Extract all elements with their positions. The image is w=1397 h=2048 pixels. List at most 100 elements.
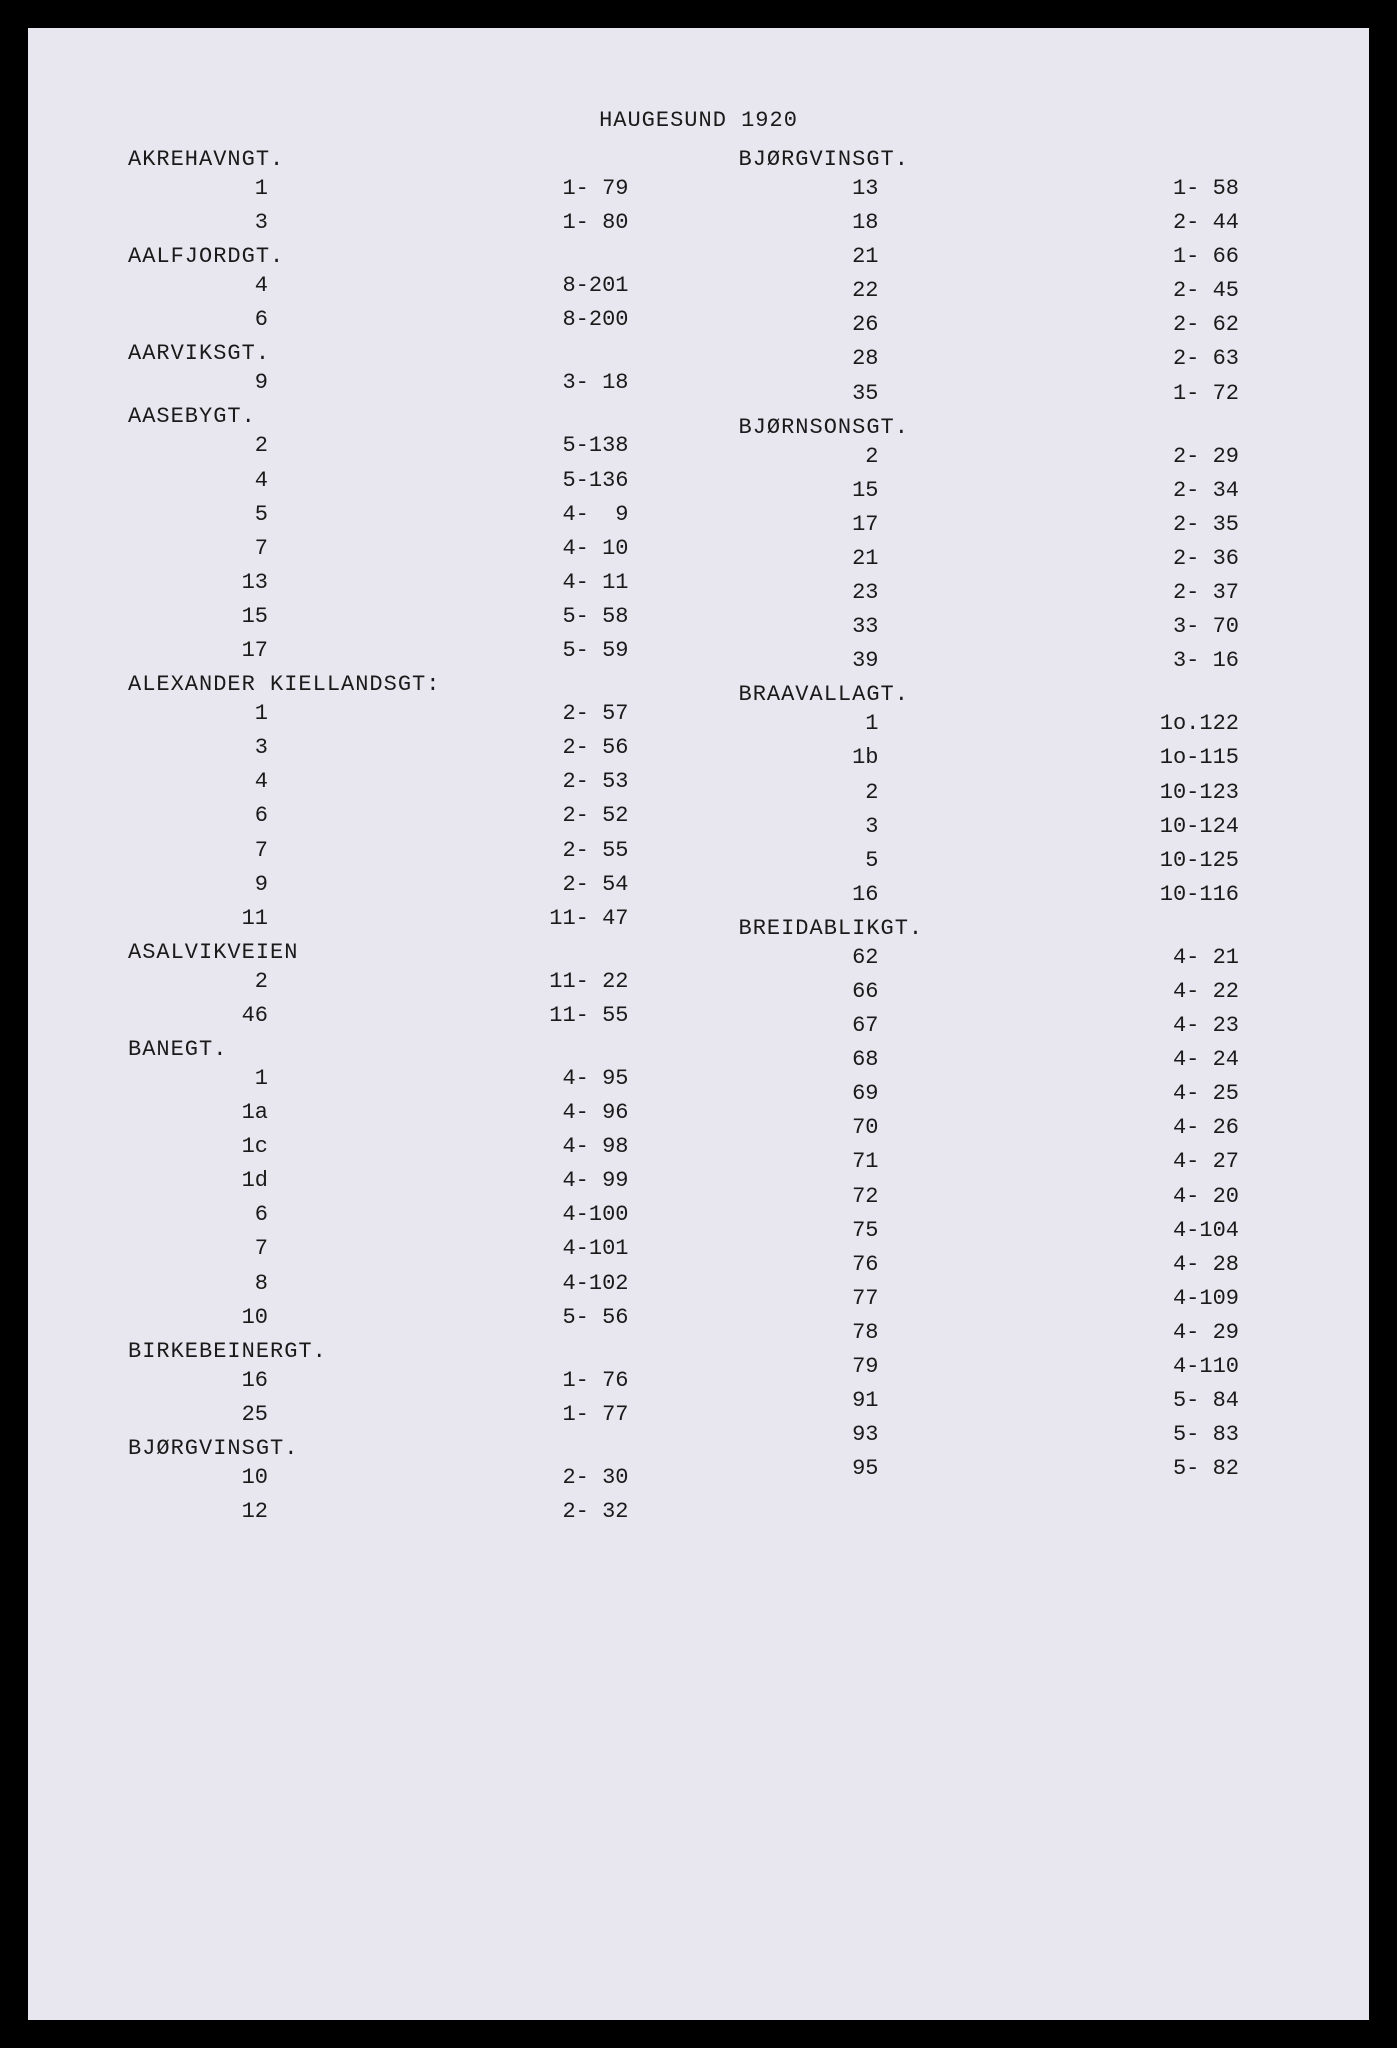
index-row: 155- 58 [128,600,659,634]
reference-code: 5- 58 [268,600,659,634]
reference-code: 11- 55 [268,999,659,1033]
index-row: 333- 70 [739,610,1270,644]
house-number: 1a [128,1096,268,1130]
house-number: 2 [128,965,268,999]
reference-code: 2- 63 [879,342,1270,376]
index-row: 22- 29 [739,440,1270,474]
page-title: HAUGESUND 1920 [128,108,1269,133]
reference-code: 2- 57 [268,697,659,731]
index-row: 935- 83 [739,1418,1270,1452]
reference-code: 2- 44 [879,206,1270,240]
index-row: 48-201 [128,269,659,303]
index-row: 222- 45 [739,274,1270,308]
street-name: AASEBYGT. [128,404,659,429]
index-row: 92- 54 [128,868,659,902]
house-number: 72 [739,1180,879,1214]
house-number: 7 [128,1232,268,1266]
street-section: ALEXANDER KIELLANDSGT:12- 5732- 5642- 53… [128,672,659,936]
house-number: 15 [128,600,268,634]
house-number: 21 [739,542,879,576]
columns-container: AKREHAVNGT.11- 7931- 80AALFJORDGT.48-201… [128,143,1269,1529]
index-row: 1a4- 96 [128,1096,659,1130]
street-section: BJØRGVINSGT.131- 58182- 44211- 66222- 45… [739,147,1270,411]
index-row: 74- 10 [128,532,659,566]
index-row: 161- 76 [128,1364,659,1398]
reference-code: 4- 29 [879,1316,1270,1350]
reference-code: 1- 77 [268,1398,659,1432]
reference-code: 4- 11 [268,566,659,600]
index-row: 72- 55 [128,834,659,868]
street-name: BJØRNSONSGT. [739,415,1270,440]
reference-code: 1o-115 [879,741,1270,775]
reference-code: 4- 96 [268,1096,659,1130]
house-number: 2 [739,776,879,810]
street-name: BJØRGVINSGT. [128,1436,659,1461]
street-section: BIRKEBEINERGT.161- 76251- 77 [128,1339,659,1432]
house-number: 46 [128,999,268,1033]
house-number: 62 [739,941,879,975]
reference-code: 2- 36 [879,542,1270,576]
house-number: 4 [128,464,268,498]
index-row: 624- 21 [739,941,1270,975]
index-row: 68-200 [128,303,659,337]
index-row: 310-124 [739,810,1270,844]
right-column: BJØRGVINSGT.131- 58182- 44211- 66222- 45… [739,143,1270,1529]
index-row: 4611- 55 [128,999,659,1033]
index-row: 714- 27 [739,1145,1270,1179]
index-row: 351- 72 [739,377,1270,411]
index-row: 1b1o-115 [739,741,1270,775]
index-row: 45-136 [128,464,659,498]
reference-code: 5- 56 [268,1301,659,1335]
street-section: BJØRNSONSGT.22- 29152- 34172- 35212- 362… [739,415,1270,679]
street-name: BRAAVALLAGT. [739,682,1270,707]
reference-code: 4- 23 [879,1009,1270,1043]
reference-code: 4- 28 [879,1248,1270,1282]
reference-code: 4- 25 [879,1077,1270,1111]
house-number: 6 [128,303,268,337]
house-number: 15 [739,474,879,508]
index-row: 175- 59 [128,634,659,668]
street-name: AALFJORDGT. [128,244,659,269]
house-number: 10 [128,1301,268,1335]
reference-code: 2- 53 [268,765,659,799]
index-row: 784- 29 [739,1316,1270,1350]
index-row: 182- 44 [739,206,1270,240]
index-row: 14- 95 [128,1062,659,1096]
reference-code: 11- 47 [268,902,659,936]
house-number: 17 [739,508,879,542]
reference-code: 5- 59 [268,634,659,668]
index-row: 210-123 [739,776,1270,810]
reference-code: 4- 21 [879,941,1270,975]
reference-code: 8-201 [268,269,659,303]
reference-code: 1o.122 [879,707,1270,741]
reference-code: 4-109 [879,1282,1270,1316]
house-number: 21 [739,240,879,274]
index-row: 74-101 [128,1232,659,1266]
house-number: 28 [739,342,879,376]
street-section: BJØRGVINSGT.102- 30122- 32 [128,1436,659,1529]
index-row: 93- 18 [128,366,659,400]
house-number: 79 [739,1350,879,1384]
house-number: 5 [128,498,268,532]
street-name: BREIDABLIKGT. [739,916,1270,941]
house-number: 7 [128,532,268,566]
house-number: 33 [739,610,879,644]
reference-code: 2- 56 [268,731,659,765]
index-row: 134- 11 [128,566,659,600]
house-number: 8 [128,1267,268,1301]
house-number: 76 [739,1248,879,1282]
index-row: 54- 9 [128,498,659,532]
reference-code: 2- 34 [879,474,1270,508]
street-name: ALEXANDER KIELLANDSGT: [128,672,659,697]
reference-code: 2- 62 [879,308,1270,342]
reference-code: 3- 18 [268,366,659,400]
house-number: 25 [128,1398,268,1432]
reference-code: 2- 52 [268,799,659,833]
reference-code: 2- 45 [879,274,1270,308]
index-row: 31- 80 [128,206,659,240]
reference-code: 4-104 [879,1214,1270,1248]
house-number: 9 [128,868,268,902]
house-number: 2 [128,429,268,463]
index-row: 25-138 [128,429,659,463]
house-number: 1 [128,1062,268,1096]
